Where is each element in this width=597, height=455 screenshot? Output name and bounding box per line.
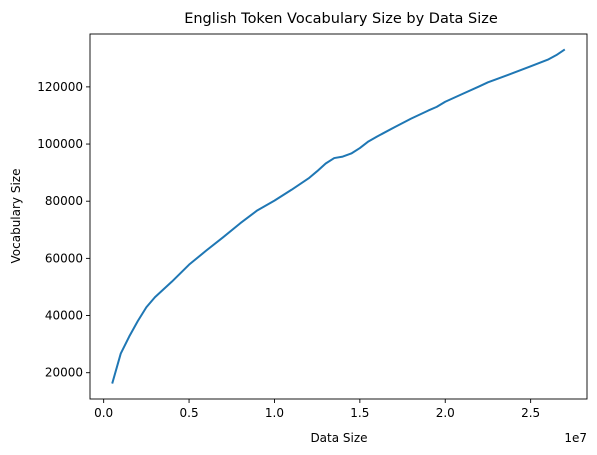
x-tick-label: 1.5 [350, 406, 369, 420]
chart-title: English Token Vocabulary Size by Data Si… [184, 11, 498, 27]
y-tick-label: 80000 [45, 194, 83, 208]
series-layer [111, 48, 566, 384]
y-tick-label: 100000 [37, 137, 83, 151]
x-tick-label: 1.0 [265, 406, 284, 420]
x-tick-label: 2.0 [436, 406, 455, 420]
plot-frame [89, 33, 588, 400]
y-tick-label: 120000 [37, 80, 83, 94]
y-tick-label: 40000 [45, 309, 83, 323]
x-tick-label: 0.5 [180, 406, 199, 420]
y-axis-label: Vocabulary Size [9, 169, 23, 264]
x-tick-label: 0.0 [94, 406, 113, 420]
axis-ticks: 0.0 0.5 1.0 1.5 2.0 2.5 20000 40000 60000 80000 10… [37, 80, 540, 420]
x-axis-label: Data Size [310, 431, 367, 445]
y-tick-label: 20000 [45, 366, 83, 380]
series-line [111, 48, 566, 384]
y-tick-label: 60000 [45, 251, 83, 265]
x-tick-label: 2.5 [521, 406, 540, 420]
x-axis-offset-label: 1e7 [564, 431, 587, 445]
